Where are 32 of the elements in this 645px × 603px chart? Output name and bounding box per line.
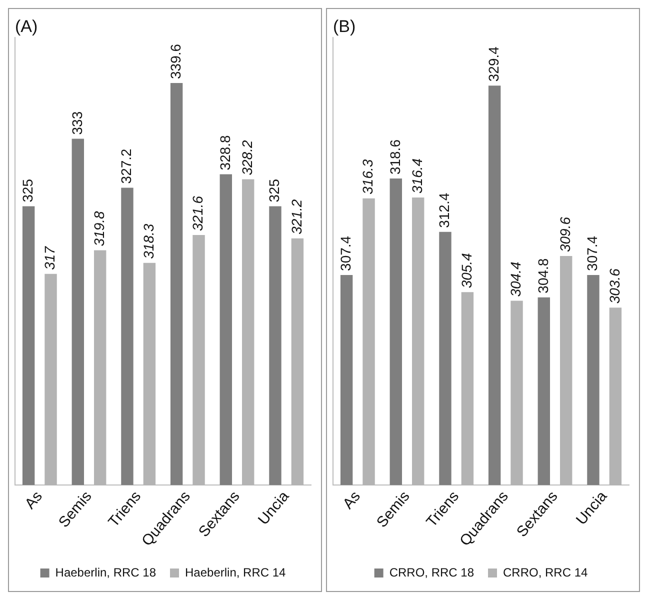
data-label: 321.2 — [288, 199, 304, 234]
data-label: 318.6 — [386, 139, 403, 175]
data-label: 328.8 — [216, 134, 233, 170]
data-label: 325 — [19, 178, 36, 202]
data-label: 312.4 — [436, 192, 452, 228]
legend-label: Haeberlin, RRC 14 — [185, 565, 286, 580]
legend-label: CRRO, RRC 18 — [389, 565, 474, 580]
x-tick-label: As — [22, 488, 46, 512]
data-label: 304.8 — [534, 258, 551, 294]
data-label: 329.4 — [485, 46, 502, 82]
data-label: 303.6 — [606, 268, 622, 304]
data-label: 319.8 — [90, 210, 107, 246]
data-label: 304.4 — [508, 262, 524, 297]
x-tick-label: As — [340, 488, 364, 512]
chart-title: (A) — [15, 16, 38, 36]
legend-label: CRRO, RRC 14 — [503, 565, 588, 580]
data-label: 316.4 — [408, 158, 425, 194]
data-label: 328.2 — [238, 140, 255, 176]
data-label: 325 — [266, 178, 282, 202]
data-label: 316.3 — [360, 159, 376, 194]
data-label: 309.6 — [556, 216, 573, 252]
data-label: 305.4 — [458, 252, 474, 288]
data-label: 321.6 — [190, 196, 206, 232]
data-label: 339.6 — [167, 44, 184, 79]
data-label: 333 — [68, 111, 85, 135]
data-label: 318.3 — [140, 224, 156, 259]
chart-title: (B) — [333, 16, 356, 36]
data-label: 317 — [42, 245, 58, 270]
data-label: 327.2 — [118, 148, 134, 184]
data-label: 307.4 — [584, 236, 600, 271]
data-label: 307.4 — [337, 236, 354, 271]
legend-label: Haeberlin, RRC 18 — [55, 565, 156, 580]
